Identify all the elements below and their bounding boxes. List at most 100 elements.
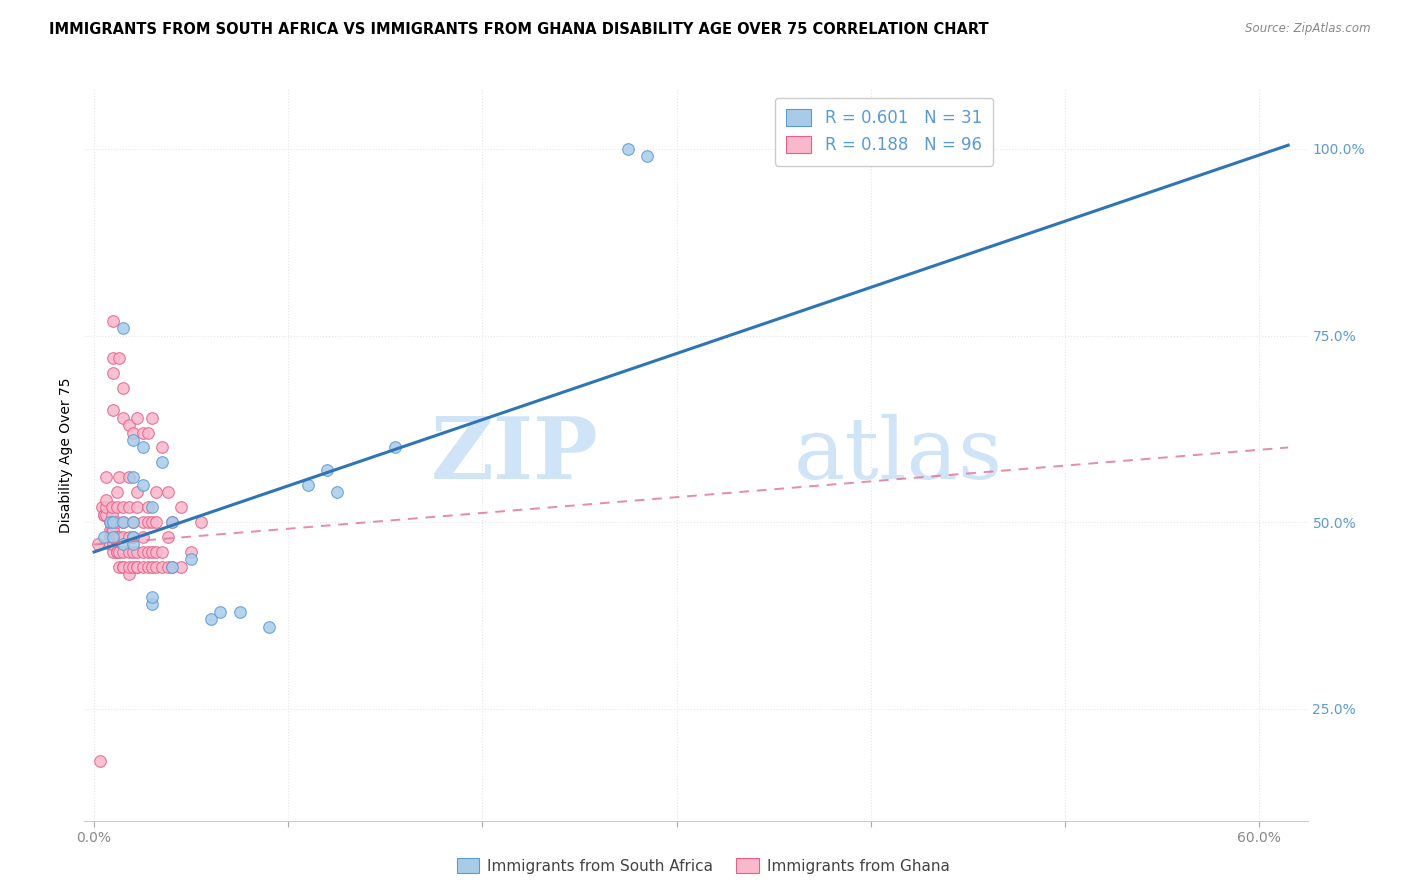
Point bbox=[103, 545, 125, 559]
Point bbox=[297, 477, 319, 491]
Point bbox=[103, 530, 125, 544]
Point bbox=[141, 500, 163, 515]
Point bbox=[316, 463, 339, 477]
Point bbox=[118, 545, 141, 559]
Point bbox=[94, 492, 117, 507]
Point bbox=[138, 545, 160, 559]
Point bbox=[122, 470, 145, 484]
Point bbox=[125, 485, 148, 500]
Point bbox=[94, 508, 117, 522]
Point bbox=[112, 500, 135, 515]
Point bbox=[93, 530, 115, 544]
Point bbox=[141, 590, 163, 604]
Point bbox=[138, 515, 160, 529]
Point bbox=[125, 560, 148, 574]
Point bbox=[131, 530, 153, 544]
Point bbox=[103, 530, 125, 544]
Point bbox=[160, 560, 183, 574]
Legend: Immigrants from South Africa, Immigrants from Ghana: Immigrants from South Africa, Immigrants… bbox=[450, 852, 956, 880]
Point bbox=[125, 545, 148, 559]
Point bbox=[384, 441, 406, 455]
Point bbox=[141, 597, 163, 611]
Point bbox=[180, 545, 202, 559]
Point bbox=[145, 515, 167, 529]
Point bbox=[131, 560, 153, 574]
Point bbox=[103, 523, 125, 537]
Point bbox=[112, 560, 135, 574]
Point bbox=[103, 403, 125, 417]
Point bbox=[112, 321, 135, 335]
Point bbox=[145, 560, 167, 574]
Point bbox=[122, 530, 145, 544]
Point bbox=[112, 537, 135, 551]
Point bbox=[150, 545, 173, 559]
Point bbox=[100, 500, 122, 515]
Point bbox=[160, 515, 183, 529]
Point bbox=[105, 515, 128, 529]
Point bbox=[100, 508, 122, 522]
Text: Source: ZipAtlas.com: Source: ZipAtlas.com bbox=[1246, 22, 1371, 36]
Point bbox=[105, 530, 128, 544]
Point bbox=[93, 508, 115, 522]
Point bbox=[122, 560, 145, 574]
Point bbox=[98, 537, 121, 551]
Point bbox=[112, 545, 135, 559]
Point bbox=[131, 425, 153, 440]
Point bbox=[160, 560, 183, 574]
Point bbox=[131, 545, 153, 559]
Point bbox=[90, 500, 112, 515]
Point bbox=[138, 500, 160, 515]
Point bbox=[108, 470, 131, 484]
Point bbox=[105, 500, 128, 515]
Point bbox=[156, 530, 179, 544]
Point bbox=[141, 560, 163, 574]
Point bbox=[122, 537, 145, 551]
Point bbox=[103, 366, 125, 380]
Point bbox=[122, 515, 145, 529]
Point bbox=[103, 537, 125, 551]
Point bbox=[98, 530, 121, 544]
Point bbox=[156, 560, 179, 574]
Point bbox=[89, 754, 111, 768]
Point bbox=[112, 381, 135, 395]
Point bbox=[112, 560, 135, 574]
Point bbox=[105, 545, 128, 559]
Point bbox=[150, 455, 173, 469]
Point bbox=[125, 410, 148, 425]
Legend: R = 0.601   N = 31, R = 0.188   N = 96: R = 0.601 N = 31, R = 0.188 N = 96 bbox=[775, 97, 994, 166]
Point bbox=[141, 515, 163, 529]
Point bbox=[257, 619, 280, 633]
Point bbox=[98, 523, 121, 537]
Point bbox=[103, 515, 125, 529]
Point bbox=[228, 605, 250, 619]
Point bbox=[94, 470, 117, 484]
Point bbox=[122, 545, 145, 559]
Point bbox=[118, 567, 141, 582]
Point bbox=[100, 523, 122, 537]
Point bbox=[131, 515, 153, 529]
Point bbox=[141, 545, 163, 559]
Point bbox=[118, 530, 141, 544]
Point bbox=[138, 425, 160, 440]
Point bbox=[122, 530, 145, 544]
Point bbox=[103, 351, 125, 365]
Point bbox=[170, 560, 193, 574]
Point bbox=[131, 477, 153, 491]
Point bbox=[112, 530, 135, 544]
Point bbox=[103, 530, 125, 544]
Point bbox=[108, 560, 131, 574]
Point bbox=[190, 515, 212, 529]
Point bbox=[125, 560, 148, 574]
Point bbox=[112, 410, 135, 425]
Point bbox=[100, 515, 122, 529]
Text: IMMIGRANTS FROM SOUTH AFRICA VS IMMIGRANTS FROM GHANA DISABILITY AGE OVER 75 COR: IMMIGRANTS FROM SOUTH AFRICA VS IMMIGRAN… bbox=[49, 22, 988, 37]
Point bbox=[150, 441, 173, 455]
Point bbox=[150, 560, 173, 574]
Point bbox=[94, 500, 117, 515]
Point bbox=[112, 515, 135, 529]
Point bbox=[98, 515, 121, 529]
Point bbox=[160, 515, 183, 529]
Point bbox=[112, 515, 135, 529]
Point bbox=[98, 515, 121, 529]
Point bbox=[105, 485, 128, 500]
